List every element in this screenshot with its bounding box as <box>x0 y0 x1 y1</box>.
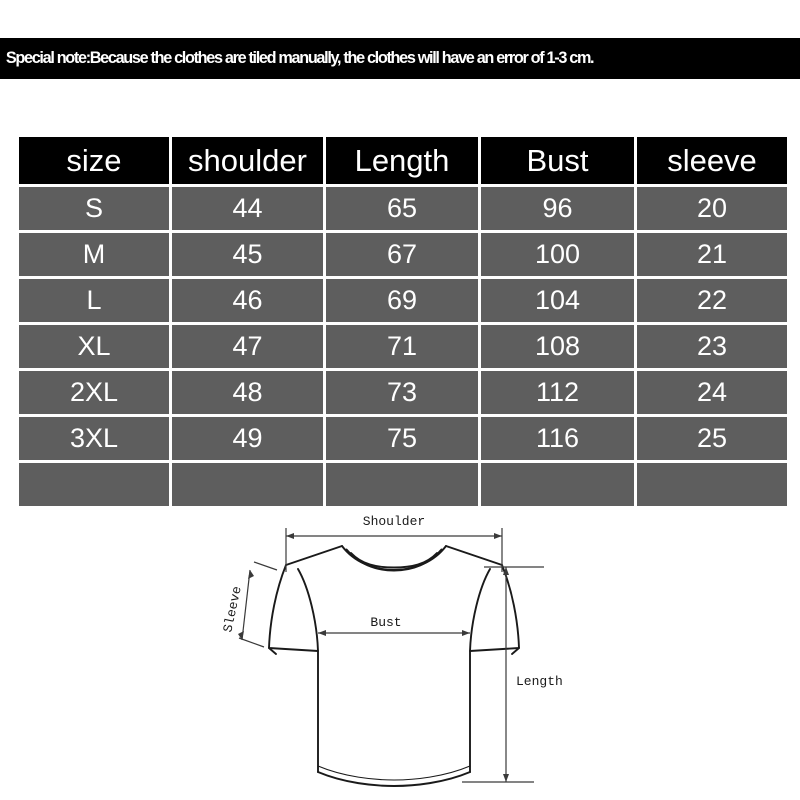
table-row: L 46 69 104 22 <box>19 279 787 322</box>
cell-size: XL <box>19 325 169 368</box>
cell-bust: 104 <box>481 279 634 322</box>
cell-bust <box>481 463 634 506</box>
bust-dimension <box>318 630 470 636</box>
cell-size: M <box>19 233 169 276</box>
cell-sleeve: 21 <box>637 233 787 276</box>
table-row: XL 47 71 108 23 <box>19 325 787 368</box>
cell-size <box>19 463 169 506</box>
cell-shoulder: 48 <box>172 371 323 414</box>
cell-bust: 108 <box>481 325 634 368</box>
cell-sleeve: 23 <box>637 325 787 368</box>
cell-length: 71 <box>326 325 478 368</box>
table-row: S 44 65 96 20 <box>19 187 787 230</box>
cell-bust: 96 <box>481 187 634 230</box>
cell-sleeve: 25 <box>637 417 787 460</box>
cell-shoulder <box>172 463 323 506</box>
column-header-size: size <box>19 137 169 184</box>
column-header-shoulder: shoulder <box>172 137 323 184</box>
table-row: M 45 67 100 21 <box>19 233 787 276</box>
cell-bust: 116 <box>481 417 634 460</box>
special-note-text: Special note:Because the clothes are til… <box>5 49 595 67</box>
sleeve-dimension-label: Sleeve <box>220 585 244 634</box>
cell-shoulder: 46 <box>172 279 323 322</box>
sleeve-dimension <box>238 561 278 648</box>
cell-length: 65 <box>326 187 478 230</box>
column-header-sleeve: sleeve <box>637 137 787 184</box>
cell-size: 2XL <box>19 371 169 414</box>
cell-bust: 100 <box>481 233 634 276</box>
table-row-empty <box>19 463 787 506</box>
cell-shoulder: 45 <box>172 233 323 276</box>
cell-length: 67 <box>326 233 478 276</box>
table-row: 2XL 48 73 112 24 <box>19 371 787 414</box>
size-chart-table: size shoulder Length Bust sleeve S 44 65… <box>16 134 790 509</box>
shoulder-dimension-label: Shoulder <box>363 514 425 529</box>
cell-shoulder: 49 <box>172 417 323 460</box>
column-header-bust: Bust <box>481 137 634 184</box>
cell-bust: 112 <box>481 371 634 414</box>
cell-size: S <box>19 187 169 230</box>
cell-shoulder: 44 <box>172 187 323 230</box>
special-note-banner: Special note:Because the clothes are til… <box>0 38 800 79</box>
cell-length: 73 <box>326 371 478 414</box>
length-dimension-label: Length <box>516 674 563 689</box>
column-header-length: Length <box>326 137 478 184</box>
cell-sleeve: 22 <box>637 279 787 322</box>
tshirt-outline-icon <box>268 545 520 787</box>
cell-length: 69 <box>326 279 478 322</box>
cell-shoulder: 47 <box>172 325 323 368</box>
cell-size: L <box>19 279 169 322</box>
shoulder-dimension <box>285 528 503 572</box>
cell-sleeve: 20 <box>637 187 787 230</box>
tshirt-measurement-diagram: Shoulder Sleeve Bust Length <box>214 500 614 800</box>
table-header-row: size shoulder Length Bust sleeve <box>19 137 787 184</box>
cell-sleeve: 24 <box>637 371 787 414</box>
table-row: 3XL 49 75 116 25 <box>19 417 787 460</box>
bust-dimension-label: Bust <box>370 615 401 630</box>
cell-length: 75 <box>326 417 478 460</box>
cell-sleeve <box>637 463 787 506</box>
length-dimension <box>462 566 544 783</box>
cell-size: 3XL <box>19 417 169 460</box>
cell-length <box>326 463 478 506</box>
